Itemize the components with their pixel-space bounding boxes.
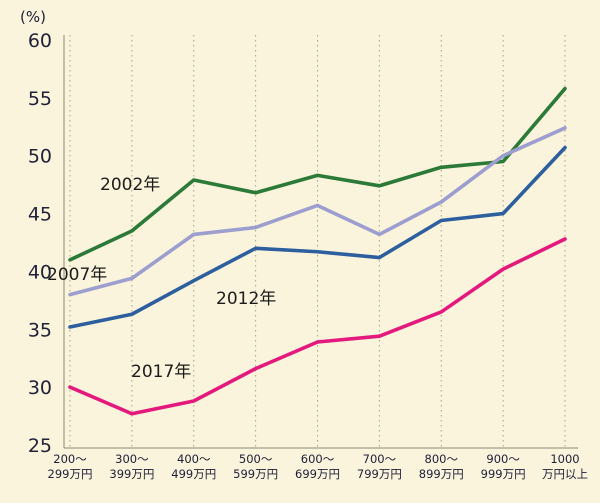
x-tick-label-line1: 500〜 xyxy=(239,452,273,466)
x-tick-label-line2: 799万円 xyxy=(357,467,402,481)
x-tick-label-line2: 万円以上 xyxy=(542,467,588,481)
y-tick-label: 25 xyxy=(28,435,52,457)
y-tick-label: 50 xyxy=(28,146,52,168)
x-tick-label-line1: 700〜 xyxy=(363,452,397,466)
series-line-2002 xyxy=(68,86,567,262)
x-tick-label-line2: 999万円 xyxy=(481,467,526,481)
series-label-2012: 2012年 xyxy=(216,289,276,309)
x-tick-label-line2: 599万円 xyxy=(233,467,278,481)
x-tick-label-line1: 1000 xyxy=(550,452,579,466)
series-label-2002: 2002年 xyxy=(100,175,160,195)
x-tick-label-line1: 600〜 xyxy=(301,452,335,466)
y-tick-label: 55 xyxy=(28,88,52,110)
x-tick-label-line2: 499万円 xyxy=(171,467,216,481)
x-tick-label-line1: 300〜 xyxy=(115,452,149,466)
series-label-2007: 2007年 xyxy=(47,265,107,285)
x-tick-label-line2: 399万円 xyxy=(109,467,154,481)
x-tick-label-line2: 899万円 xyxy=(419,467,464,481)
series-line-2007 xyxy=(68,126,567,297)
y-tick-label: 40 xyxy=(28,261,52,283)
x-tick-label-line2: 299万円 xyxy=(48,467,93,481)
series-label-2017: 2017年 xyxy=(131,362,191,382)
x-tick-label-line1: 900〜 xyxy=(486,452,520,466)
y-axis-unit-label: (%) xyxy=(20,8,46,26)
x-tick-label-line1: 200〜 xyxy=(53,452,87,466)
x-tick-label-line1: 800〜 xyxy=(425,452,459,466)
series-line-2012 xyxy=(68,145,567,329)
x-tick-label-line1: 400〜 xyxy=(177,452,211,466)
y-tick-label: 45 xyxy=(28,204,52,226)
series-line-2017 xyxy=(68,237,567,416)
x-tick-label-line2: 699万円 xyxy=(295,467,340,481)
y-tick-label: 35 xyxy=(28,319,52,341)
y-tick-label: 30 xyxy=(28,377,52,399)
y-tick-label: 60 xyxy=(28,30,52,52)
